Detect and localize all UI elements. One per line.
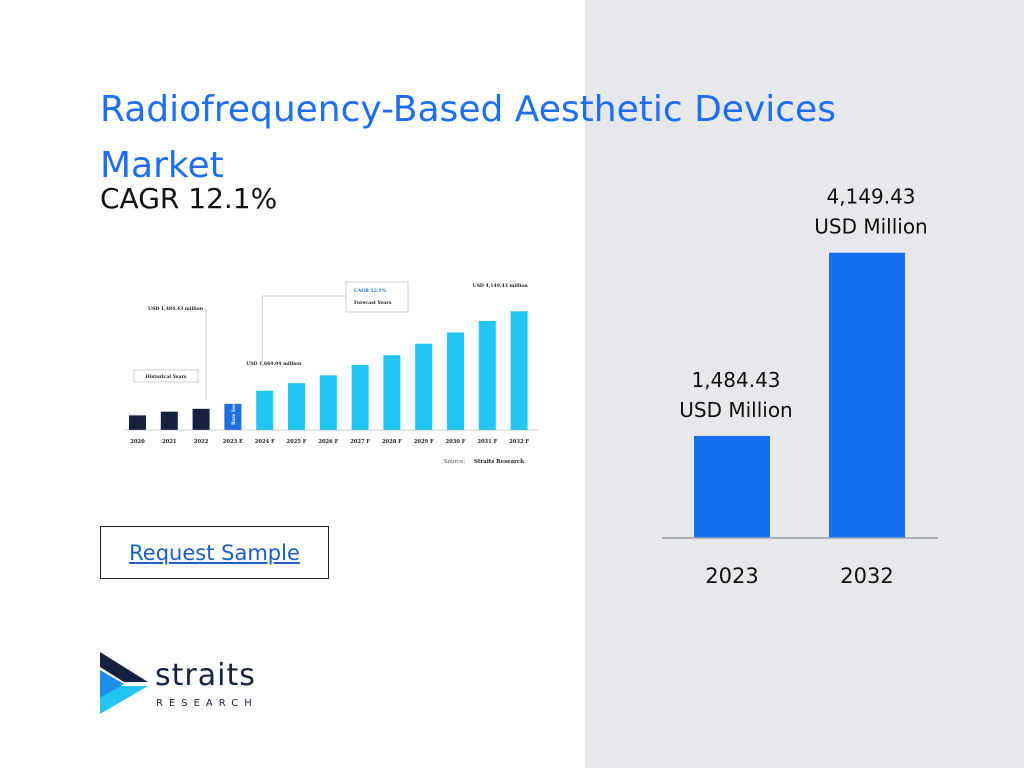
thumb-x-tick-label: 2021	[162, 439, 177, 445]
thumb-end-annotation: USD 4,149.43 million	[473, 283, 529, 289]
thumb-x-tick-label: 2024 F	[255, 439, 275, 445]
thumb-cagr-label: CAGR 12.1%	[354, 288, 387, 294]
cagr-subtitle: CAGR 12.1%	[100, 182, 278, 215]
main-bar-chart-svg: 1,484.43 USD Million 2023 4,149.43 USD Milli…	[662, 185, 938, 588]
thumb-source-label: Source:	[444, 459, 465, 465]
thumb-bar	[192, 408, 210, 430]
bar-2023	[694, 435, 770, 538]
bar-unit-label: USD Million	[814, 215, 928, 239]
thumb-bar	[319, 375, 337, 430]
thumb-x-tick-label: 2027 F	[350, 439, 370, 445]
thumb-bar	[224, 403, 242, 430]
thumb-x-tick-label: 2025 F	[287, 439, 307, 445]
thumb-bar	[383, 355, 401, 430]
logo-subtitle: RESEARCH	[156, 698, 258, 709]
thumb-x-tick-label: 2031 F	[477, 439, 497, 445]
logo-mark-icon	[100, 652, 148, 714]
page-title: Radiofrequency-Based Aesthetic Devices M…	[100, 89, 836, 186]
logo-wordmark: straits	[155, 658, 256, 693]
thumb-historical-box	[133, 369, 199, 383]
thumbnail-chart: 2020 2021 2022 2023 E 2024 F 2025 F 2026 F 2027…	[118, 270, 538, 475]
thumb-bar	[256, 390, 274, 430]
thumb-x-tick-label: 2022	[194, 439, 209, 445]
thumb-base-year-label: Base Year	[231, 401, 236, 425]
thumb-forecast-connector	[261, 295, 346, 362]
request-sample-button[interactable]: Request Sample	[100, 526, 329, 579]
thumb-forecast-label: Forecast Years	[354, 300, 392, 306]
right-panel	[585, 0, 1024, 768]
thumb-bar	[129, 415, 146, 430]
bar-value-label: 1,484.43	[691, 368, 780, 392]
thumb-base-annotation: USD 1,664.04 million	[246, 361, 302, 367]
thumb-x-tick-label: 2026 F	[318, 439, 338, 445]
thumb-x-tick-label: 2029 F	[414, 439, 434, 445]
thumb-bar	[510, 311, 528, 430]
thumb-start-annotation: USD 1,484.43 million	[148, 306, 204, 312]
thumb-bar	[447, 332, 464, 430]
bar-value-label: 4,149.43	[826, 185, 915, 209]
thumb-x-tick-label: 2028 F	[382, 439, 402, 445]
thumb-x-tick-label: 2030 F	[446, 439, 466, 445]
bar-unit-label: USD Million	[679, 398, 793, 422]
straits-research-logo: straits RESEARCH	[100, 650, 280, 720]
main-bar-chart: 1,484.43 USD Million 2023 4,149.43 USD Milli…	[600, 140, 1020, 610]
thumb-bar	[478, 320, 496, 430]
thumb-bar	[288, 383, 305, 430]
thumb-historical-label: Historical Years	[146, 374, 187, 380]
thumb-x-tick-label: 2020	[130, 439, 145, 445]
thumb-bar	[351, 364, 369, 430]
thumb-bar	[415, 343, 433, 430]
x-tick-label: 2023	[705, 564, 758, 588]
thumb-bar	[160, 411, 178, 430]
thumb-cagr-box	[345, 281, 409, 313]
thumb-x-tick-label: 2032 F	[509, 439, 529, 445]
thumbnail-chart-svg: 2020 2021 2022 2023 E 2024 F 2025 F 2026 F 2027…	[124, 281, 538, 465]
bar-2032	[829, 252, 905, 538]
x-tick-label: 2032	[840, 564, 893, 588]
thumb-source-value: Straits Research	[474, 459, 524, 465]
thumb-x-tick-label: 2023 E	[223, 439, 243, 445]
